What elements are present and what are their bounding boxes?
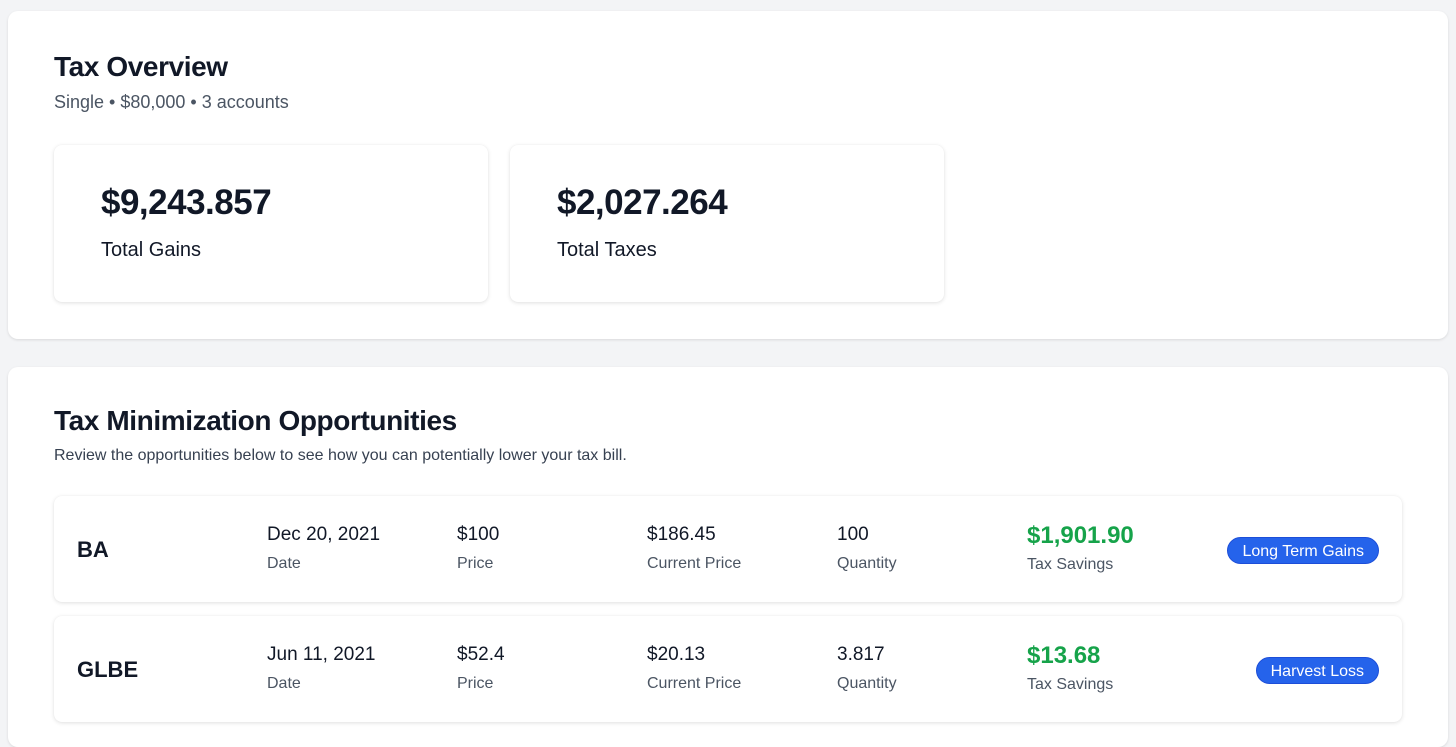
tax-savings-value: $13.68 [1027,642,1101,669]
current-price-cell: $186.45 Current Price [647,524,741,573]
opportunity-row[interactable]: BA Dec 20, 2021 Date $100 Price $186.45 … [54,496,1402,602]
current-price-cell: $20.13 Current Price [647,644,741,693]
price-value: $100 [457,524,500,545]
harvest-loss-badge[interactable]: Harvest Loss [1255,657,1379,684]
quantity-cell: 3.817 Quantity [837,644,897,693]
total-taxes-card: $2,027.264 Total Taxes [510,145,944,302]
quantity-value: 100 [837,524,869,545]
current-price-label: Current Price [647,675,742,692]
date-label: Date [267,555,301,572]
total-gains-label: Total Gains [101,239,202,261]
total-taxes-value: $2,027.264 [557,183,728,222]
tax-savings-value: $1,901.90 [1027,522,1134,549]
long-term-gains-badge[interactable]: Long Term Gains [1227,537,1379,564]
tax-overview-panel: Tax Overview Single • $80,000 • 3 accoun… [8,11,1448,339]
ticker-symbol: BA [77,537,109,562]
total-taxes-label: Total Taxes [557,239,657,261]
current-price-value: $20.13 [647,644,706,665]
tax-savings-label: Tax Savings [1027,556,1114,573]
opportunity-row[interactable]: GLBE Jun 11, 2021 Date $52.4 Price $20.1… [54,616,1402,722]
tax-savings-cell: $1,901.90 Tax Savings [1027,522,1134,574]
date-cell: Jun 11, 2021 Date [267,644,375,693]
quantity-value: 3.817 [837,644,885,665]
date-value: Dec 20, 2021 [267,524,381,545]
date-label: Date [267,675,301,692]
price-label: Price [457,675,494,692]
current-price-value: $186.45 [647,524,716,545]
tax-overview-title: Tax Overview [54,51,228,82]
price-label: Price [457,555,494,572]
quantity-label: Quantity [837,675,897,692]
date-value: Jun 11, 2021 [267,644,376,665]
tax-savings-label: Tax Savings [1027,676,1114,693]
price-cell: $52.4 Price [457,644,505,693]
tax-overview-subtitle: Single • $80,000 • 3 accounts [54,92,289,112]
quantity-label: Quantity [837,555,897,572]
quantity-cell: 100 Quantity [837,524,897,573]
total-gains-card: $9,243.857 Total Gains [54,145,488,302]
tax-savings-cell: $13.68 Tax Savings [1027,642,1113,694]
opportunities-title: Tax Minimization Opportunities [54,405,457,436]
tax-minimization-panel: Tax Minimization Opportunities Review th… [8,367,1448,747]
price-value: $52.4 [457,644,505,665]
ticker-symbol: GLBE [77,657,139,682]
current-price-label: Current Price [647,555,742,572]
opportunities-description: Review the opportunities below to see ho… [54,447,627,464]
total-gains-value: $9,243.857 [101,183,272,222]
date-cell: Dec 20, 2021 Date [267,524,380,573]
price-cell: $100 Price [457,524,499,573]
